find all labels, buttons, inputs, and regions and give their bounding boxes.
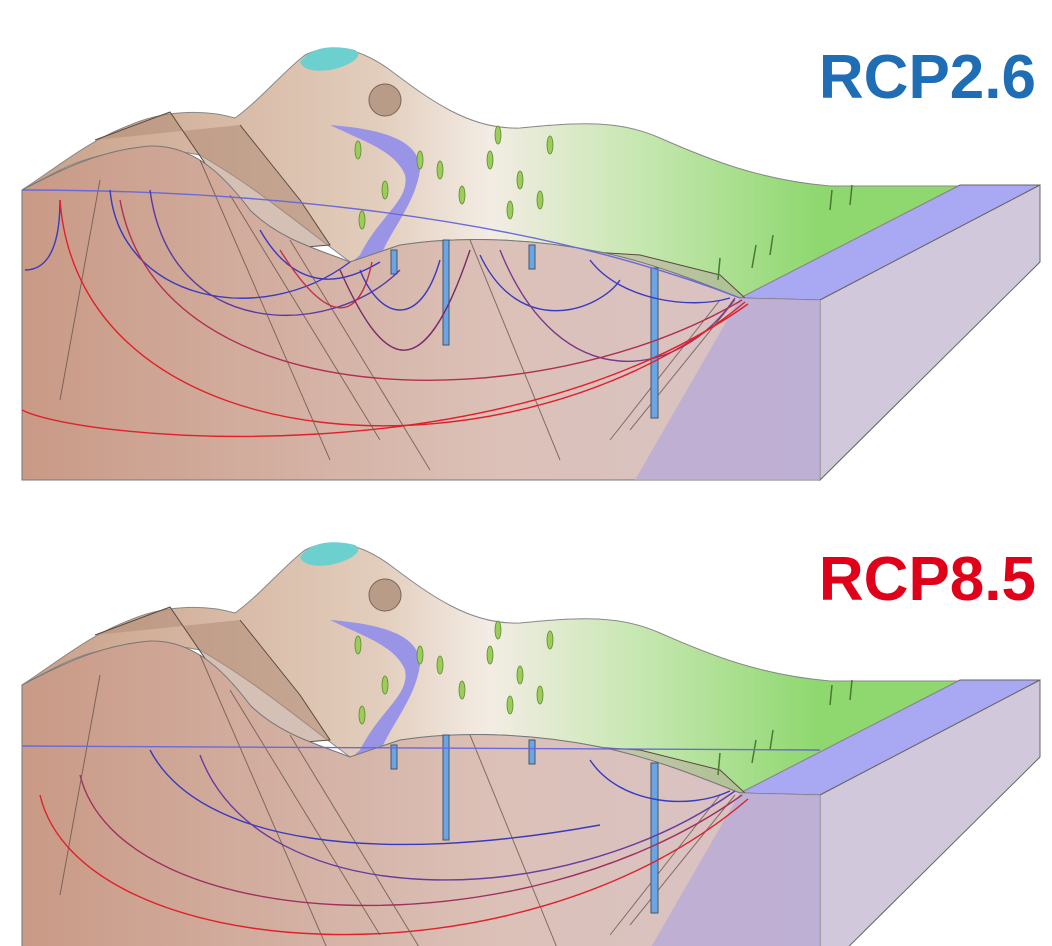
panel-label: RCP8.5: [819, 545, 1036, 614]
illustration: RCP2.6 RCP8.5: [0, 0, 1052, 946]
page: RCP2.6 RCP8.5 (() => { const data = JSON…: [0, 0, 1052, 946]
landscape-block: [22, 47, 1040, 480]
panel-label: RCP2.6: [819, 43, 1036, 112]
